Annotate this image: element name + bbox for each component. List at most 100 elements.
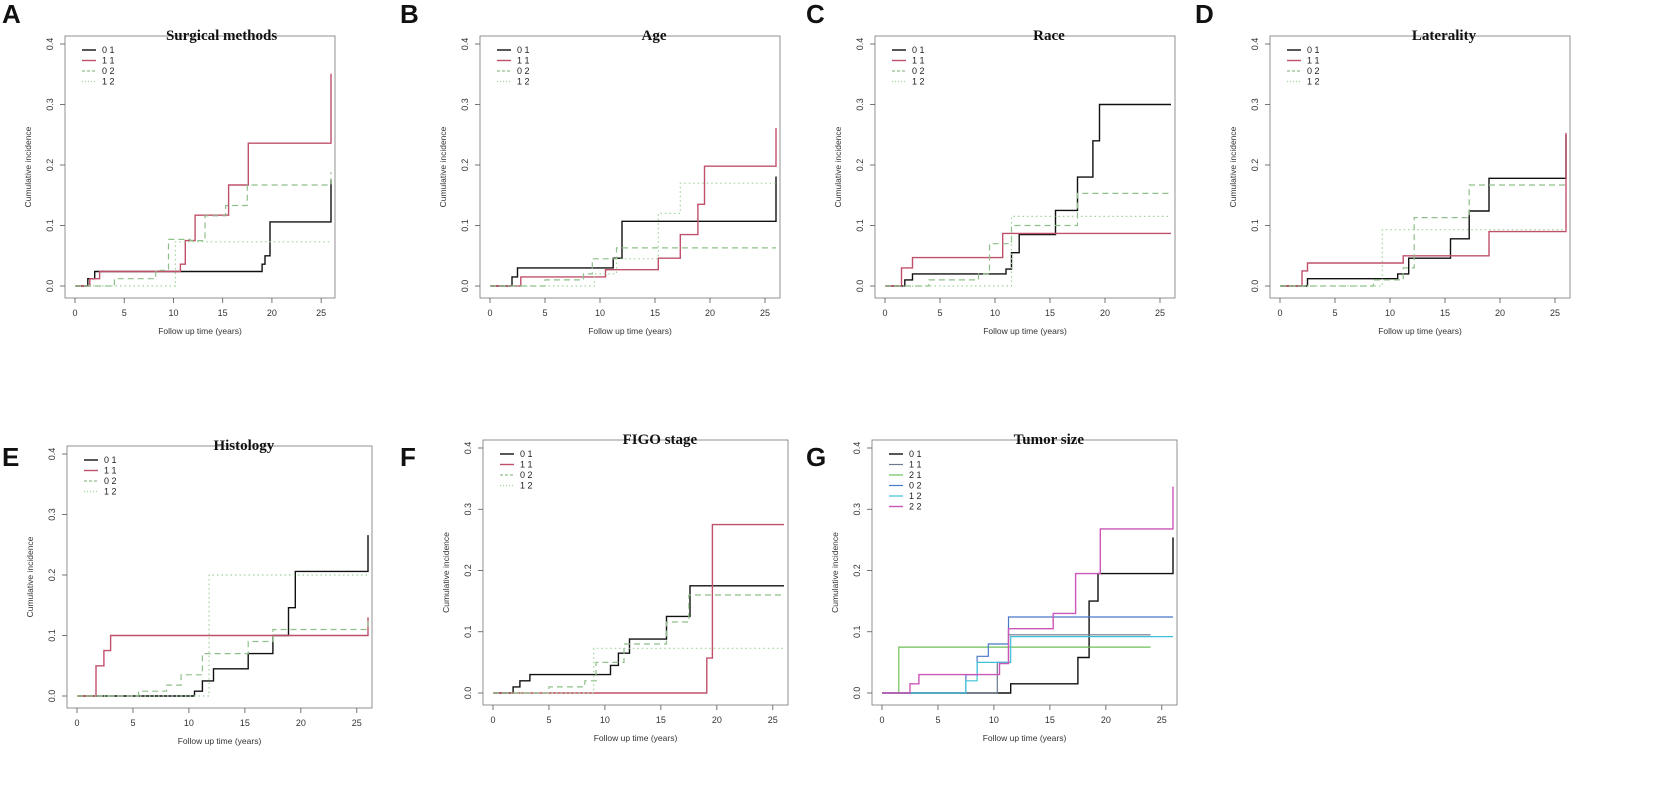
series-line-0-1: [1280, 134, 1567, 287]
y-axis-label: Cumulative incidence: [1228, 126, 1238, 207]
y-tick-label: 0.0: [460, 280, 470, 293]
series-line-1-2: [75, 241, 331, 287]
x-axis-label: Follow up time (years): [178, 736, 262, 746]
series-line-2-2: [882, 486, 1174, 694]
plot-frame: [66, 445, 373, 709]
legend-label: 1 2: [517, 77, 530, 87]
x-tick-label: 15: [1440, 308, 1450, 318]
x-tick-label: 0: [72, 308, 77, 318]
chart-panel-f: F 0.0 0.1 0.2 0.3 0.4 0 5 10 15 20 25 Follow up time…: [400, 432, 789, 743]
panel-letter: E: [2, 442, 19, 472]
y-axis-label: Cumulative incidence: [25, 536, 35, 617]
legend-label: 0 1: [102, 45, 115, 55]
x-axis-label: Follow up time (years): [588, 326, 672, 336]
x-tick-label: 15: [218, 308, 228, 318]
x-tick-label: 25: [1157, 715, 1167, 725]
panel-letter: C: [806, 0, 825, 29]
chart-title: Tumor size: [1014, 432, 1085, 448]
plot-frame: [1269, 35, 1571, 299]
series-line-0-1: [75, 179, 332, 287]
y-tick-label: 0.1: [45, 219, 55, 232]
series-line-0-2: [75, 172, 332, 287]
y-tick-label: 0.4: [463, 442, 473, 455]
chart-title: Age: [642, 28, 667, 44]
x-tick-label: 20: [1495, 308, 1505, 318]
series-line-0-2: [493, 594, 784, 694]
y-tick-label: 0.2: [463, 564, 473, 577]
y-tick-label: 0.3: [463, 503, 473, 516]
x-tick-label: 10: [990, 308, 1000, 318]
x-tick-label: 25: [768, 715, 778, 725]
y-tick-label: 0.3: [460, 98, 470, 111]
plot-frame: [479, 35, 781, 299]
x-tick-label: 5: [542, 308, 547, 318]
series-line-0-1: [885, 103, 1171, 287]
legend-label: 1 1: [517, 56, 530, 66]
x-tick-label: 5: [122, 308, 127, 318]
chart-title: Histology: [213, 438, 274, 454]
y-tick-label: 0.1: [855, 219, 865, 232]
y-tick-label: 0.0: [855, 280, 865, 293]
series-line-0-1: [882, 537, 1174, 694]
x-tick-label: 10: [168, 308, 178, 318]
y-tick-label: 0.1: [852, 625, 862, 638]
legend-label: 0 1: [517, 45, 530, 55]
chart-panel-b: B 0.0 0.1 0.2 0.3 0.4 0 5 10 15 20 25 Follow up time…: [400, 0, 781, 336]
y-tick-label: 0.0: [463, 687, 473, 700]
y-tick-label: 0.2: [47, 569, 57, 582]
x-tick-label: 10: [1385, 308, 1395, 318]
legend-label: 2 1: [909, 470, 922, 480]
legend-label: 2 2: [909, 502, 922, 512]
series-line-0-2: [490, 247, 776, 287]
y-tick-label: 0.2: [1250, 159, 1260, 172]
series-line-1-2: [882, 636, 1173, 694]
legend-label: 1 2: [104, 487, 117, 497]
y-tick-label: 0.4: [1250, 38, 1260, 51]
x-axis-label: Follow up time (years): [983, 733, 1067, 743]
x-tick-label: 0: [1277, 308, 1282, 318]
y-axis-label: Cumulative incidence: [830, 532, 840, 613]
chart-title: Race: [1033, 28, 1065, 44]
legend-label: 0 2: [517, 66, 530, 76]
legend-label: 0 1: [520, 449, 533, 459]
series-line-1-2: [493, 647, 784, 694]
x-tick-label: 20: [296, 718, 306, 728]
y-tick-label: 0.2: [855, 159, 865, 172]
legend-label: 0 2: [104, 476, 117, 486]
x-tick-label: 10: [600, 715, 610, 725]
x-tick-label: 20: [1100, 308, 1110, 318]
x-tick-label: 25: [352, 718, 362, 728]
panel-letter: A: [2, 0, 21, 29]
series-line-1-2: [77, 574, 368, 697]
series-line-1-1: [77, 617, 369, 697]
legend-label: 1 2: [520, 481, 533, 491]
y-tick-label: 0.2: [45, 159, 55, 172]
plot-frame: [64, 35, 336, 299]
series-line-0-1: [77, 535, 369, 697]
y-tick-label: 0.1: [47, 629, 57, 642]
chart-title: Laterality: [1412, 28, 1477, 44]
x-tick-label: 10: [184, 718, 194, 728]
x-tick-label: 25: [316, 308, 326, 318]
legend-label: 0 2: [520, 470, 533, 480]
y-tick-label: 0.2: [852, 564, 862, 577]
x-axis-label: Follow up time (years): [594, 733, 678, 743]
x-tick-label: 5: [937, 308, 942, 318]
y-tick-label: 0.0: [47, 690, 57, 703]
x-tick-label: 5: [935, 715, 940, 725]
x-tick-label: 5: [546, 715, 551, 725]
legend-label: 0 1: [1307, 45, 1320, 55]
series-line-1-1: [885, 232, 1171, 287]
x-tick-label: 5: [1332, 308, 1337, 318]
y-tick-label: 0.4: [852, 442, 862, 455]
y-axis-label: Cumulative incidence: [441, 532, 451, 613]
x-tick-label: 15: [240, 718, 250, 728]
chart-title: FIGO stage: [623, 432, 698, 448]
legend-label: 1 2: [1307, 77, 1320, 87]
x-tick-label: 10: [989, 715, 999, 725]
plot-frame: [871, 439, 1178, 706]
y-tick-label: 0.4: [45, 38, 55, 51]
legend-label: 0 1: [909, 449, 922, 459]
series-line-1-2: [885, 215, 1171, 287]
